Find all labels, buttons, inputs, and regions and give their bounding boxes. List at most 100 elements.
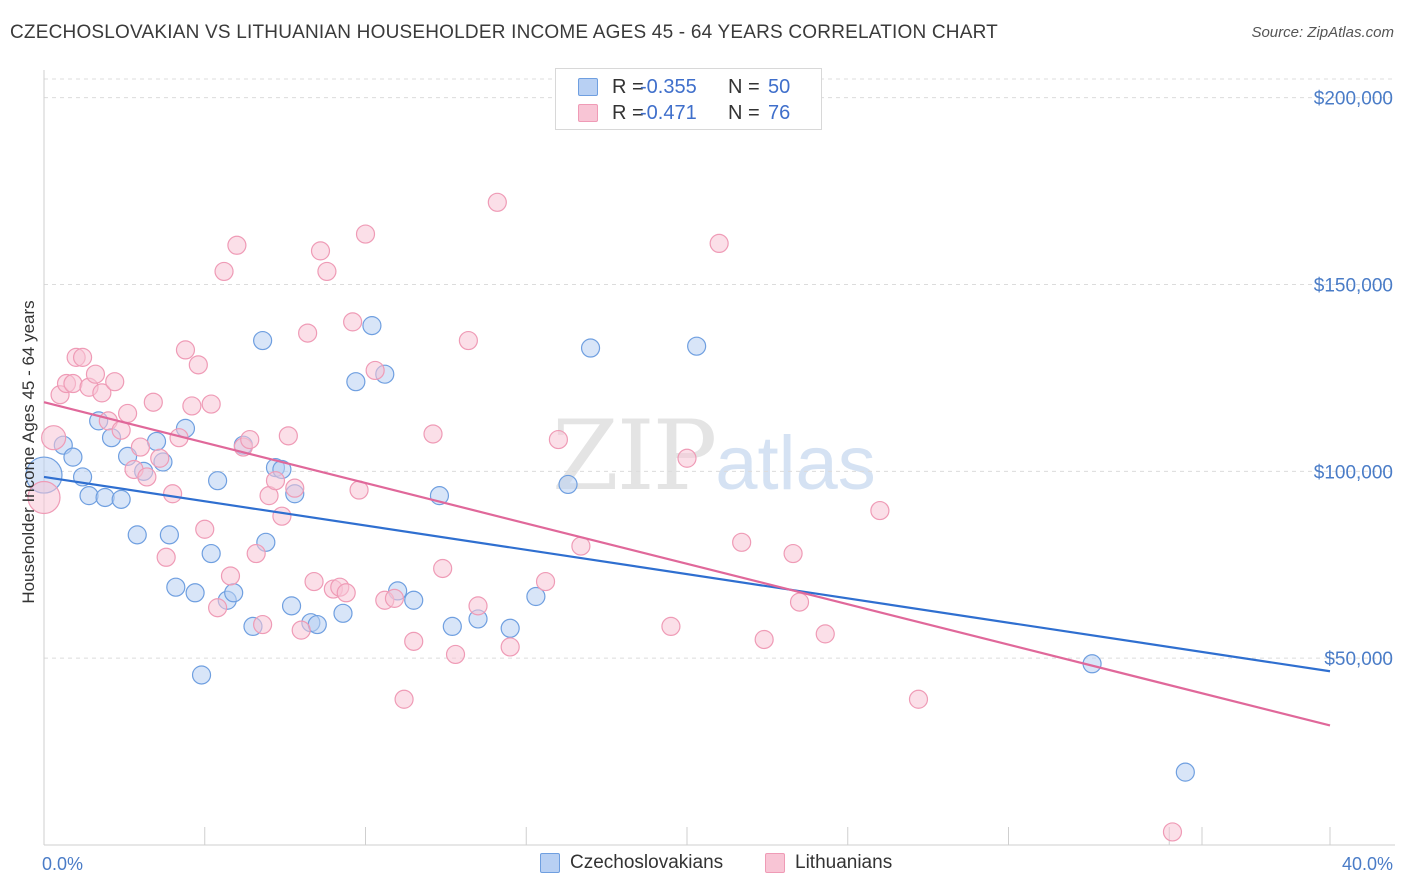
data-points (25, 192, 1195, 842)
correlation-legend: R = -0.355 N = 50 R = -0.471 N = 76 (555, 68, 822, 130)
series-legend: Czechoslovakians Lithuanians (0, 852, 1406, 878)
data-point (362, 316, 382, 336)
data-point (281, 596, 302, 616)
data-point (661, 616, 681, 637)
data-point (815, 624, 835, 644)
trend-lines (43, 401, 1331, 727)
data-point (79, 486, 99, 506)
data-point (224, 583, 244, 603)
y-tick-label: $200,000 (1314, 89, 1393, 110)
data-point (163, 484, 183, 504)
data-point (1175, 762, 1195, 782)
legend-item-czechoslovakians[interactable]: Czechoslovakians (540, 852, 723, 874)
data-point (146, 431, 167, 452)
data-point (732, 532, 752, 552)
data-point (580, 338, 601, 358)
data-point (307, 614, 327, 635)
data-point (85, 364, 106, 384)
series-points-czechoslovakians (25, 316, 1195, 782)
data-point (175, 340, 196, 360)
data-point (105, 372, 125, 392)
trend-line-czechoslovakians (43, 475, 1331, 673)
chart-source: Source: ZipAtlas.com (1251, 24, 1394, 41)
data-point (220, 566, 241, 586)
data-point (870, 500, 890, 521)
series-points-lithuanians (27, 192, 1183, 842)
data-point (687, 336, 707, 356)
data-point (182, 396, 202, 416)
data-point (63, 373, 83, 394)
data-point (500, 618, 520, 638)
data-point (130, 437, 151, 457)
data-point (709, 233, 729, 254)
data-point (41, 425, 67, 451)
data-point (92, 383, 112, 403)
data-point (27, 480, 61, 515)
data-point (1162, 822, 1183, 842)
data-point (246, 543, 266, 564)
legend-row-lithuanians: R = -0.471 N = 76 (578, 100, 790, 126)
data-point (208, 598, 228, 618)
y-axis-label: Householder Income Ages 45 - 64 years (19, 300, 38, 603)
data-point (166, 577, 186, 597)
x-tick-label: 0.0% (42, 854, 83, 874)
data-point (423, 424, 443, 444)
data-point (127, 525, 147, 545)
data-point (677, 448, 697, 468)
data-point (63, 447, 83, 467)
data-point (458, 330, 478, 351)
legend-n-label: N = (728, 101, 760, 124)
data-point (404, 590, 424, 610)
legend-swatch-czechoslovakians (578, 78, 598, 96)
data-point (445, 644, 466, 665)
data-point (548, 429, 569, 450)
data-point (343, 312, 363, 332)
data-point (137, 467, 157, 487)
legend-n-value: 76 (768, 101, 791, 124)
data-point (336, 583, 356, 603)
y-tick-label: $100,000 (1314, 462, 1393, 483)
data-point (72, 347, 93, 367)
legend-label-czechoslovakians: Czechoslovakians (570, 852, 724, 873)
data-point (783, 543, 803, 564)
data-point (95, 487, 115, 508)
data-point (285, 478, 305, 498)
data-point (265, 471, 286, 491)
data-point (278, 426, 298, 446)
data-point (159, 525, 179, 545)
data-point (253, 330, 273, 351)
legend-row-czechoslovakians: R = -0.355 N = 50 (578, 74, 790, 100)
data-point (227, 235, 247, 255)
data-point (558, 474, 578, 495)
data-point (191, 665, 212, 685)
legend-n-label: N = (728, 75, 760, 98)
data-point (365, 360, 385, 381)
legend-label-lithuanians: Lithuanians (795, 852, 893, 873)
data-point (789, 592, 810, 612)
data-point (240, 429, 260, 450)
legend-item-lithuanians[interactable]: Lithuanians (765, 852, 892, 874)
data-point (355, 224, 376, 244)
legend-r-value: -0.471 (640, 101, 697, 124)
data-point (433, 558, 453, 579)
legend-r-value: -0.355 (640, 75, 697, 98)
data-point (143, 392, 163, 412)
data-point (404, 631, 424, 651)
data-point (195, 519, 215, 539)
axes (43, 70, 1395, 846)
data-point (908, 689, 929, 709)
x-tick-label: 40.0% (1342, 854, 1393, 874)
data-point (201, 543, 221, 564)
data-point (208, 471, 228, 491)
data-point (214, 261, 234, 282)
data-point (201, 394, 221, 414)
data-point (535, 571, 556, 592)
data-point (384, 588, 405, 608)
data-point (333, 603, 353, 623)
data-point (156, 547, 176, 567)
data-point (346, 372, 366, 392)
data-point (754, 629, 774, 650)
legend-swatch-lithuanians (578, 104, 598, 122)
data-point (117, 403, 138, 424)
